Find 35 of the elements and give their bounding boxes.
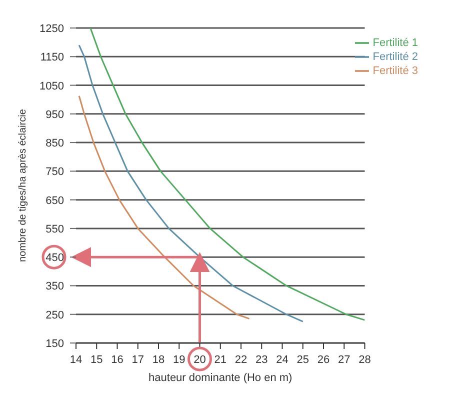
- y-tick-label: 1050: [40, 80, 64, 92]
- x-tick-label: 16: [111, 354, 124, 366]
- line-series: [78, 44, 304, 322]
- x-tick-label: 28: [358, 354, 371, 366]
- y-tick-label: 250: [46, 309, 64, 322]
- x-tick-label: 14: [70, 354, 82, 366]
- y-axis-title: nombre de tiges/ha après éclaircie: [18, 108, 29, 262]
- legend-label: Fertilité 1: [372, 36, 418, 49]
- y-tick-label: 650: [46, 194, 64, 207]
- x-tick-label: 18: [152, 354, 165, 366]
- x-tick-label: 15: [90, 354, 103, 366]
- y-tick-label: 1250: [40, 23, 64, 35]
- y-tick-label: 350: [46, 280, 64, 293]
- y-tick-label: 1150: [40, 52, 64, 64]
- x-axis-title: hauteur dominante (Ho en m): [148, 372, 292, 384]
- x-tick-label: 26: [317, 354, 330, 366]
- x-tick-label: 20: [194, 354, 206, 366]
- x-tick-label: 21: [214, 354, 226, 366]
- y-tick-label: 550: [46, 223, 64, 236]
- y-tick-label: 450: [46, 252, 64, 264]
- x-tick-label: 22: [234, 354, 248, 366]
- y-tick-label: 750: [46, 166, 64, 178]
- x-tick-label: 24: [276, 354, 288, 366]
- y-tick-label: 150: [46, 338, 64, 350]
- y-tick-label: 850: [46, 138, 64, 150]
- legend-label: Fertilité 3: [372, 64, 418, 77]
- x-tick-label: 23: [256, 354, 268, 366]
- legend-label: Fertilité 2: [372, 50, 418, 63]
- x-tick-label: 25: [296, 354, 309, 366]
- line-series: [78, 95, 250, 320]
- x-tick-label: 27: [338, 354, 350, 366]
- line-series: [90, 28, 365, 321]
- x-tick-label: 17: [132, 354, 144, 366]
- y-tick-label: 950: [46, 108, 64, 121]
- x-tick-label: 19: [173, 354, 186, 366]
